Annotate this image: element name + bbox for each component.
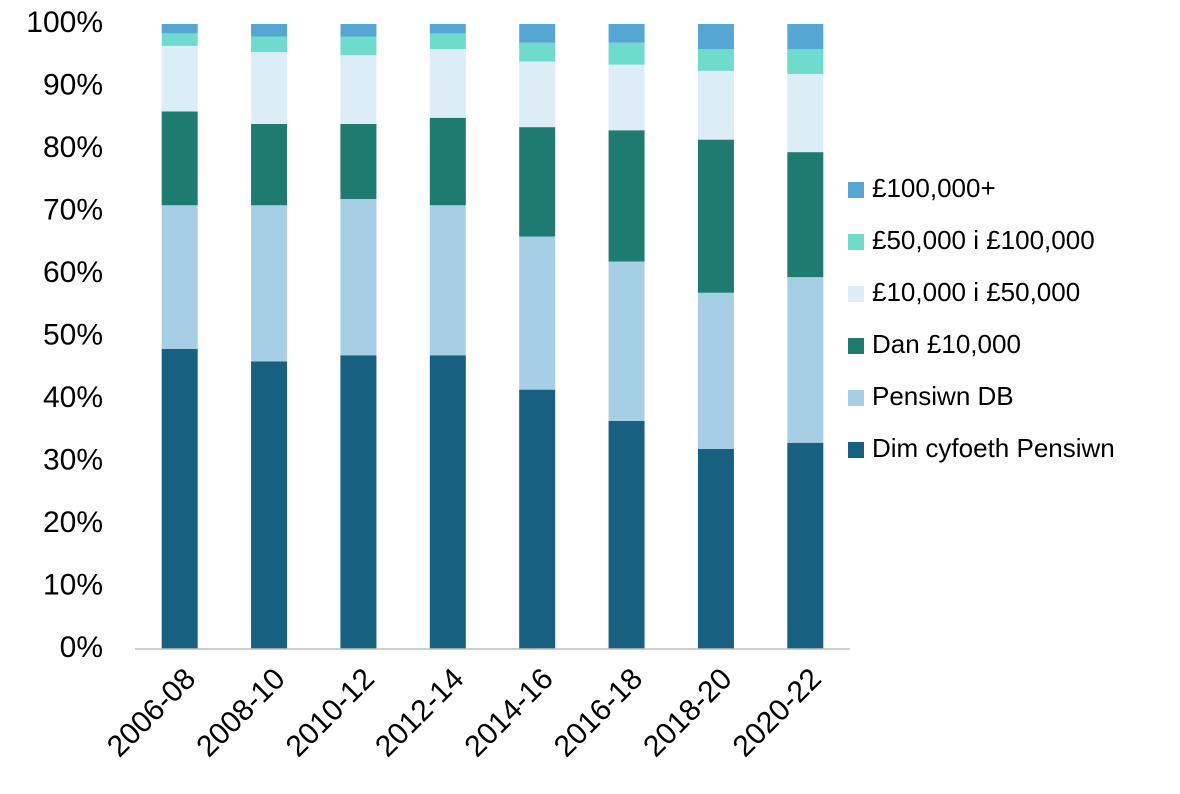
bar-segment [608,420,645,649]
y-tick-label: 70% [43,193,103,226]
bar-segment [787,152,824,278]
bar-segment [787,277,824,443]
x-tick-label: 2014-16 [459,662,560,763]
y-tick-label: 80% [43,131,103,164]
bar-segment [429,24,466,34]
bar-segment [429,117,466,206]
bar-segment [697,49,734,71]
legend-swatch [848,286,864,302]
y-tick-label: 50% [43,318,103,351]
bar-segment [340,124,377,199]
x-tick-label: 2012-14 [369,662,470,763]
bar-segment [787,49,824,74]
legend-label: £50,000 i £100,000 [872,225,1095,255]
bar-segment [340,24,377,37]
y-tick-label: 40% [43,381,103,414]
y-tick-label: 10% [43,568,103,601]
legend-swatch [848,182,864,198]
x-tick-label: 2016-18 [548,662,649,763]
bar-segment [340,355,377,649]
bar-segment [429,49,466,118]
bar-segment [161,349,198,649]
y-tick-label: 100% [26,6,103,39]
bar-segment [161,205,198,349]
legend-label: Dan £10,000 [872,329,1021,359]
bar-segment [251,124,288,206]
legend-label: Dim cyfoeth Pensiwn [872,433,1115,463]
bar-segment [340,199,377,356]
legend-label: £100,000+ [872,173,996,203]
y-tick-label: 30% [43,443,103,476]
bar-segment [787,442,824,649]
bar-segment [519,61,556,128]
legend-swatch [848,338,864,354]
bar-segment [608,42,645,65]
y-tick-label: 0% [60,631,103,664]
bar-segment [251,361,288,649]
bar-segment [519,127,556,237]
bar-segment [429,355,466,649]
legend-swatch [848,234,864,250]
bar-segment [161,33,198,46]
bar-segment [340,55,377,124]
bar-segment [519,24,556,43]
legend-label: Pensiwn DB [872,381,1014,411]
bar-segment [608,64,645,131]
bar-segment [429,33,466,49]
legend-swatch [848,442,864,458]
bar-segment [787,24,824,49]
y-tick-label: 90% [43,68,103,101]
bar-segment [608,130,645,262]
bar-segment [429,205,466,356]
y-tick-label: 20% [43,506,103,539]
bar-segment [251,52,288,124]
bar-segment [519,42,556,62]
x-tick-label: 2006-08 [101,662,202,763]
x-tick-label: 2018-20 [637,662,738,763]
bar-segment [251,205,288,362]
bar-segment [697,292,734,449]
bar-segment [161,45,198,112]
x-tick-label: 2020-22 [727,662,828,763]
bar-segment [697,449,734,649]
x-tick-label: 2010-12 [280,662,381,763]
bar-segment [251,36,288,53]
bar-segment [697,70,734,140]
bar-segment [697,139,734,293]
bar-segment [161,111,198,206]
bar-segment [251,24,288,37]
x-tick-label: 2008-10 [190,662,291,763]
bar-segment [519,389,556,649]
bar-segment [519,236,556,390]
y-tick-label: 60% [43,256,103,289]
bar-segment [340,36,377,56]
bar-segment [697,24,734,49]
legend-swatch [848,390,864,406]
bar-segment [161,24,198,34]
legend-label: £10,000 i £50,000 [872,277,1080,307]
bar-segment [608,24,645,43]
bar-segment [787,74,824,153]
bar-segment [608,261,645,421]
